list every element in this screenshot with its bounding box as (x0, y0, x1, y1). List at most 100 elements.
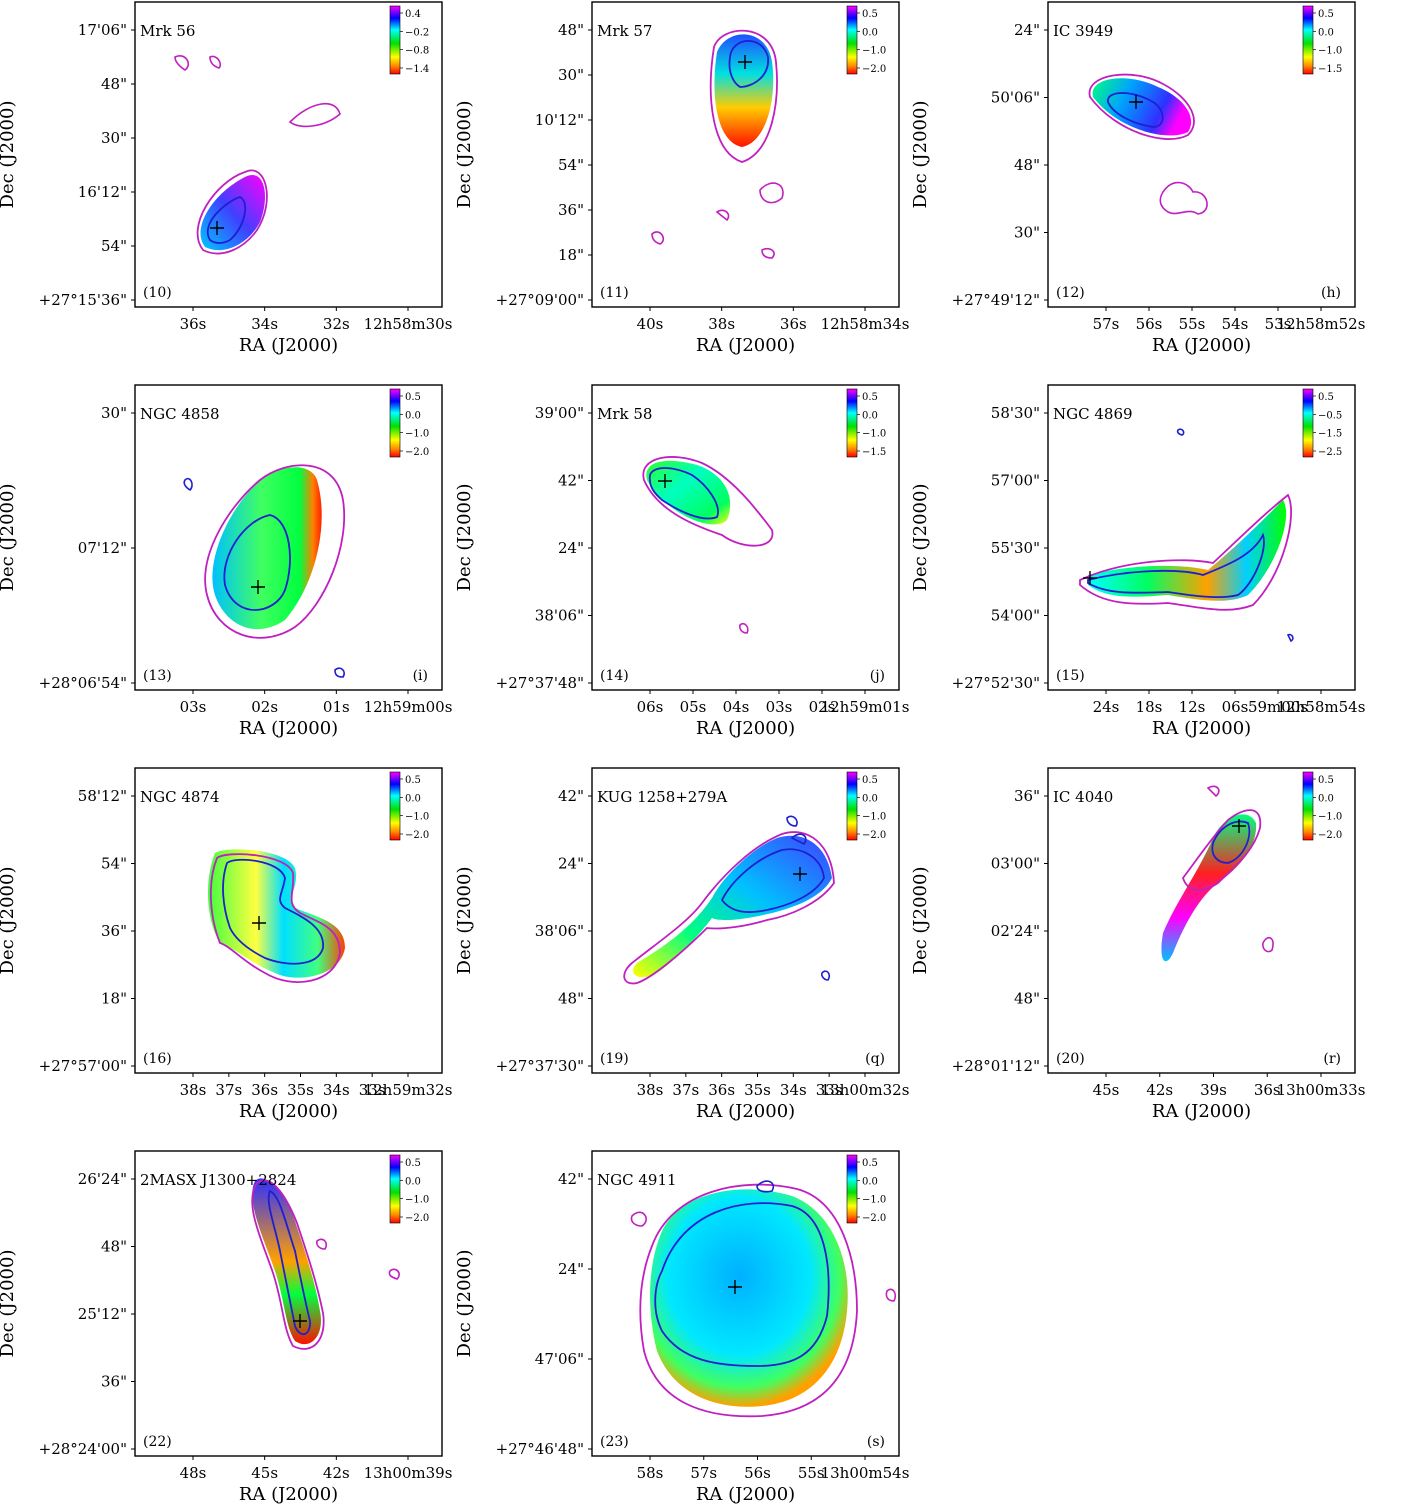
panel-number: (19) (600, 1051, 629, 1067)
panel-11: NGC 4911 (23) (s) 0.5 0.0 −1.0 −2.0 42" 24" 47'06… (454, 1150, 909, 1505)
colorbar: 0.4 −0.2 −0.8 −1.4 (389, 5, 429, 75)
dec-tick-label: 24" (558, 1260, 584, 1278)
ra-tick-label: 36s (180, 315, 207, 333)
x-axis-label: RA (J2000) (1152, 1101, 1251, 1122)
galaxy-name: NGC 4869 (1053, 405, 1133, 423)
galaxy-image (183, 464, 345, 678)
ra-tick-label: 36s (1254, 1081, 1281, 1099)
panel-frame (134, 384, 443, 691)
colorbar-tick-label: −1.0 (1318, 812, 1342, 823)
panel-10: 2MASX J1300+2824 (22) 0.5 0.0 −1.0 −2.0 26'24"… (0, 1150, 452, 1505)
x-axis-label: RA (J2000) (1152, 718, 1251, 739)
color-map (208, 849, 345, 978)
ra-tick-label: 42s (323, 1464, 350, 1482)
dec-tick-label: 18" (558, 246, 584, 264)
panel-8: KUG 1258+279A (19) (q) 0.5 0.0 −1.0 −2.0 42" 24"… (454, 767, 910, 1122)
color-map (633, 835, 832, 978)
ra-tick-label: 45s (251, 1464, 278, 1482)
dec-tick-label: +27°57'00" (39, 1057, 127, 1075)
ra-tick-label: 18s (1136, 698, 1163, 716)
contour-blob (1262, 936, 1274, 953)
ra-tick-label: 38s (637, 1081, 664, 1099)
colorbar-tick-label: −2.0 (405, 447, 429, 458)
ra-tick-label: 32s (323, 315, 350, 333)
contour-outer (1088, 73, 1195, 140)
center-cross (793, 867, 807, 881)
ra-tick-label: 04s (723, 698, 750, 716)
ra-tick-label: 33s (816, 1081, 843, 1099)
colorbar-tick-label: −1.4 (405, 64, 429, 75)
x-axis-label: RA (J2000) (696, 1484, 795, 1505)
ra-tick-label: 57s (690, 1464, 717, 1482)
dec-tick-label: 38'06" (535, 922, 584, 940)
ra-tick-label: 01s (323, 698, 350, 716)
contour-blob (1206, 785, 1220, 798)
contour-blob (209, 55, 222, 69)
panel-letter: (i) (413, 668, 428, 684)
colorbar-tick-label: 0.0 (1318, 27, 1334, 38)
ra-tick-label: 12h58m30s (364, 315, 453, 333)
x-axis-label: RA (J2000) (696, 718, 795, 739)
y-axis-label: Dec (J2000) (454, 1250, 475, 1358)
contour-inner (720, 848, 825, 913)
ra-tick-label: 06s (1222, 698, 1249, 716)
dec-tick-label: 30" (101, 404, 127, 422)
ra-tick-label: 40s (637, 315, 664, 333)
colorbar-tick-label: 0.5 (862, 1158, 878, 1169)
panel-6: NGC 4869 (15) 0.5 −0.5 −1.5 −2.5 58'30" 57'00" 5… (910, 384, 1365, 739)
panel-4: NGC 4858 (13) (i) 0.5 0.0 −1.0 −2.0 30" 07'12" +2… (0, 384, 453, 739)
ra-tick-label: 33s (359, 1081, 386, 1099)
panel-number: (20) (1056, 1051, 1085, 1067)
panel-frame (591, 1, 900, 308)
ra-tick-label: 38s (180, 1081, 207, 1099)
galaxy-name: NGC 4911 (597, 1171, 677, 1189)
galaxy-name: NGC 4874 (140, 788, 220, 806)
contour-blob (821, 970, 831, 981)
colorbar-tick-label: −2.0 (405, 830, 429, 841)
colorbar-tick-label: 0.0 (862, 793, 878, 804)
ra-tick-label: 13h00m33s (1277, 1081, 1366, 1099)
colorbar: 0.5 0.0 −1.0 −2.0 (846, 1154, 886, 1224)
colorbar-tick-label: 0.0 (862, 1176, 878, 1187)
colorbar-tick-label: 0.5 (405, 775, 421, 786)
contour-inner (267, 1189, 311, 1335)
ra-tick-label: 13h00m32s (821, 1081, 910, 1099)
panel-frame (591, 767, 900, 1074)
dec-tick-label: 48" (101, 75, 127, 93)
panel-frame (134, 1150, 443, 1457)
galaxy-image (1161, 785, 1274, 962)
x-axis-label: RA (J2000) (239, 1101, 338, 1122)
contour-blob (183, 477, 193, 492)
x-axis-label: RA (J2000) (1152, 335, 1251, 356)
y-axis-label: Dec (J2000) (0, 484, 18, 592)
contour-blob (790, 833, 807, 846)
center-cross (1129, 95, 1143, 109)
ra-tick-label: 12h59m32s (364, 1081, 453, 1099)
x-axis-label: RA (J2000) (239, 718, 338, 739)
contour-blob (1176, 428, 1185, 436)
contour-outer (709, 29, 778, 163)
panel-9: IC 4040 (20) (r) 0.5 0.0 −1.0 −2.0 36" 03'00" 02'… (910, 767, 1366, 1122)
ra-tick-label: 42s (1146, 1081, 1173, 1099)
dec-tick-label: +27°37'48" (496, 674, 584, 692)
contour-inner (728, 40, 769, 88)
dec-tick-label: 03'00" (991, 855, 1040, 873)
dec-tick-label: +28°06'54" (39, 674, 127, 692)
x-axis-label: RA (J2000) (696, 1101, 795, 1122)
colorbar-tick-label: 0.5 (405, 1158, 421, 1169)
ra-tick-label: 34s (251, 315, 278, 333)
ra-tick-label: 35s (744, 1081, 771, 1099)
ra-tick-label: 12h59m00s (364, 698, 453, 716)
contour-blob (316, 1238, 328, 1250)
panel-number: (23) (600, 1434, 629, 1450)
ra-tick-label: 02s (251, 698, 278, 716)
dec-tick-label: 07'12" (78, 539, 127, 557)
colorbar-tick-label: 0.4 (405, 9, 421, 20)
dec-tick-label: 48" (101, 1238, 127, 1256)
contour-inner (1211, 820, 1251, 864)
colorbar-tick-label: −1.0 (405, 812, 429, 823)
colorbar-tick-label: 0.0 (1318, 793, 1334, 804)
contour-blob (761, 247, 775, 259)
colorbar-tick-label: −1.0 (862, 46, 886, 57)
colorbar-tick-label: −0.2 (405, 27, 429, 38)
